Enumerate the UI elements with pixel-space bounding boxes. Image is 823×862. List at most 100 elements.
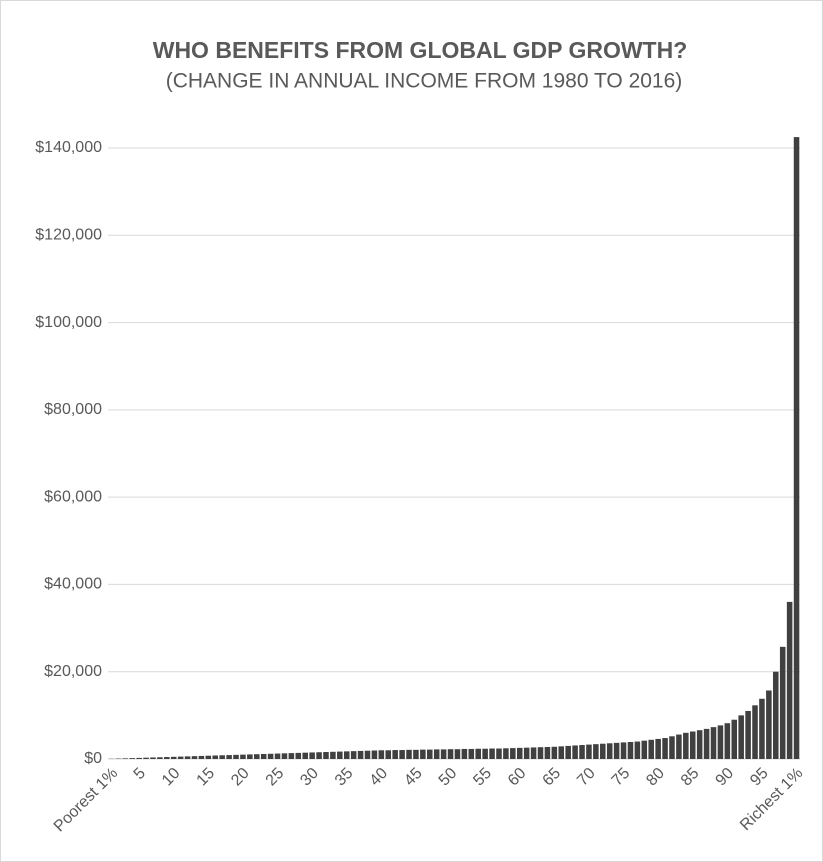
bar [773,671,779,759]
bar [191,756,198,759]
bar [461,748,468,759]
bar [544,746,551,759]
bar [655,738,661,759]
bar [676,734,682,759]
bar [413,749,419,759]
bar [420,749,426,759]
bar [759,698,765,759]
bar [288,753,295,759]
bar [738,715,744,759]
bar [240,754,246,759]
chart-title: WHO BENEFITS FROM GLOBAL GDP GROWTH? [153,37,688,63]
bar [184,756,191,759]
bar [357,750,364,759]
bar [343,751,350,759]
bar [717,725,724,759]
y-tick-label: $100,000 [35,314,102,331]
bar [689,731,696,759]
bar [406,749,412,759]
bar [496,748,502,759]
bar [634,741,641,759]
bar [565,745,571,759]
bar [205,755,212,759]
bar [537,747,544,759]
bar [641,740,648,759]
y-tick-label: $60,000 [44,488,102,505]
bar [198,755,205,759]
y-tick-label: $0 [84,750,102,767]
bar [558,746,565,759]
bar [551,746,558,759]
bar [337,751,343,759]
bar [530,747,537,759]
bar [503,748,509,759]
bar [267,753,274,759]
y-tick-label: $120,000 [35,227,102,244]
bar [454,749,461,759]
bar [433,749,440,759]
bar [606,743,613,759]
y-tick-label: $80,000 [44,401,102,418]
bar [177,756,184,759]
bar [392,750,398,759]
bar [233,754,239,759]
bar [786,601,793,759]
bar [648,739,654,759]
bar [371,750,378,759]
bar [593,744,599,759]
bar [260,753,267,759]
bar [579,745,585,759]
bar [752,705,758,759]
bar [447,749,454,759]
bar [385,750,392,759]
bar [510,748,516,759]
bar [766,690,772,759]
bar [516,747,523,759]
y-tick-label: $40,000 [44,576,102,593]
bar [316,752,322,759]
bar [378,750,385,759]
bar [281,753,288,759]
bar [129,758,135,759]
bar [309,752,315,759]
bar [157,757,163,759]
bar [745,710,751,759]
bar [150,757,156,759]
bar [440,749,447,759]
bar [247,754,253,759]
bar [731,719,738,759]
bar [364,750,371,759]
bar [710,727,717,759]
bar [620,742,627,759]
bar [399,750,405,759]
bar [295,752,302,759]
bar [779,646,786,759]
bar [164,757,170,759]
bar [323,752,329,759]
bar [302,752,308,759]
bar [793,137,800,759]
bar [586,744,592,759]
bar [427,749,433,759]
bar [170,756,177,759]
bar [212,755,219,759]
bar [136,757,142,759]
bar [683,732,689,759]
bar [523,747,530,759]
bar [669,736,675,759]
bar [122,758,129,759]
bar [350,751,357,759]
bar [468,748,475,759]
bar [475,748,481,759]
bar [724,723,731,759]
bar [572,745,578,759]
bar [330,751,336,759]
bar [489,748,495,759]
bar [254,754,260,759]
bar [600,743,606,759]
bar [696,730,703,759]
bar [613,742,620,759]
y-tick-label: $20,000 [44,663,102,680]
